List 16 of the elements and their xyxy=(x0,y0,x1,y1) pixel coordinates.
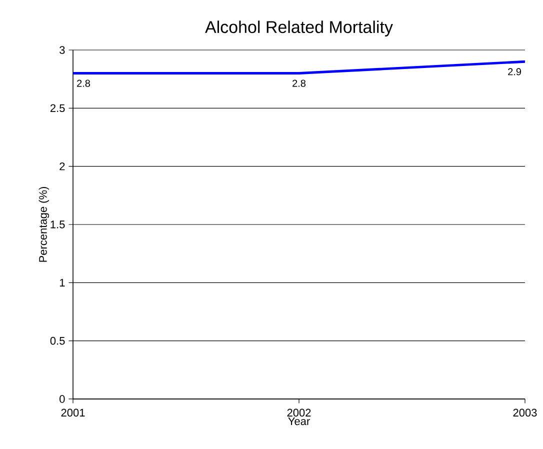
y-tick-label: 2.5 xyxy=(50,104,65,112)
y-tick-label: 1.5 xyxy=(50,220,65,228)
data-label: 2.9 xyxy=(508,68,521,76)
data-label: 2.8 xyxy=(292,80,306,87)
y-tick-label: 1 xyxy=(60,278,65,286)
y-tick-label: 0.5 xyxy=(50,336,65,345)
x-tick-label: 2002 xyxy=(287,408,311,417)
x-tick-label: 2003 xyxy=(513,408,537,417)
y-tick-label: 2 xyxy=(60,162,65,170)
data-label: 2.8 xyxy=(77,80,90,87)
x-axis-title: Year xyxy=(288,417,310,426)
chart-title: Alcohol Related Mortality xyxy=(205,20,393,36)
y-tick-label: 0 xyxy=(60,395,65,403)
x-tick-label: 2001 xyxy=(61,408,85,417)
y-axis-title: Percentage (%) xyxy=(38,186,50,262)
y-tick-label: 3 xyxy=(60,46,65,54)
